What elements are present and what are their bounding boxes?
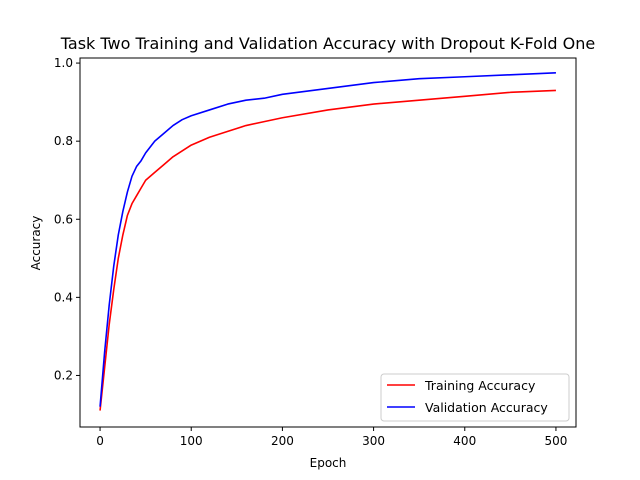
x-tick-label: 500	[544, 434, 567, 448]
x-axis-label: Epoch	[310, 456, 347, 470]
series-line-validation	[99, 72, 556, 407]
legend: Training Accuracy Validation Accuracy	[380, 373, 570, 422]
legend-label-training: Training Accuracy	[424, 378, 536, 393]
y-tick-label: 0.6	[54, 212, 73, 226]
y-tick-label: 1.0	[54, 56, 73, 70]
y-tick-label: 0.2	[54, 368, 73, 382]
x-tick-label: 100	[180, 434, 203, 448]
x-tick-label: 400	[453, 434, 476, 448]
y-tick-label: 0.4	[54, 290, 73, 304]
plot-frame	[79, 57, 577, 428]
x-tick-label: 300	[362, 434, 385, 448]
legend-label-validation: Validation Accuracy	[425, 400, 548, 415]
x-tick-label: 200	[271, 434, 294, 448]
plot-area: 0 100 200 300 400 500 0.2 0.4 0.6 0.8 1.0	[54, 56, 577, 448]
series-line-training	[99, 89, 556, 411]
chart-title: Task Two Training and Validation Accurac…	[60, 34, 595, 53]
x-axis: 0 100 200 300 400 500	[96, 427, 567, 448]
series-layer	[99, 72, 556, 411]
y-tick-label: 0.8	[54, 134, 73, 148]
y-axis-label: Accuracy	[29, 216, 43, 271]
x-tick-label: 0	[96, 434, 104, 448]
legend-frame	[380, 373, 570, 422]
y-axis: 0.2 0.4 0.6 0.8 1.0	[54, 56, 80, 382]
